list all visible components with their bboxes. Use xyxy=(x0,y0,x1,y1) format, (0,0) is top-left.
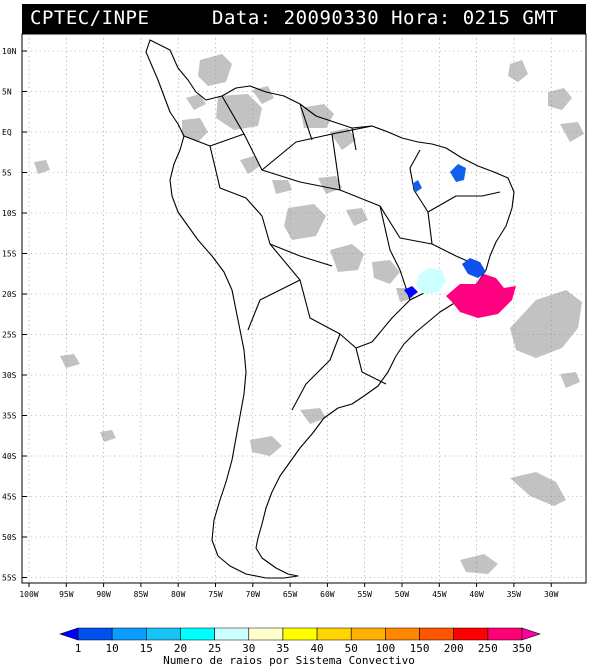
colorbar-label: 10 xyxy=(106,642,119,655)
colorbar-swatch xyxy=(385,627,420,641)
colorbar-swatch xyxy=(111,627,147,641)
colorbar-label: 350 xyxy=(512,642,532,655)
lat-tick-label: 15S xyxy=(2,250,17,259)
lon-tick-label: 40W xyxy=(469,590,484,599)
colorbar-label: 15 xyxy=(140,642,153,655)
lon-tick-label: 55W xyxy=(357,590,372,599)
lon-tick-label: 65W xyxy=(283,590,298,599)
lat-tick-label: 25S xyxy=(2,331,17,340)
storm-cluster-blue-b xyxy=(462,258,486,278)
colorbar-swatch xyxy=(59,627,79,641)
lat-tick-label: EQ xyxy=(2,128,12,137)
colorbar-title: Numero de raios por Sistema Convectivo xyxy=(163,654,415,667)
colorbar-swatch xyxy=(487,627,523,641)
colorbar-label: 30 xyxy=(242,642,255,655)
lat-tick-label: 30S xyxy=(2,371,17,380)
colorbar-label: 1 xyxy=(75,642,82,655)
lon-tick-label: 85W xyxy=(134,590,149,599)
lon-tick-label: 45W xyxy=(432,590,447,599)
colorbar-label: 35 xyxy=(276,642,289,655)
lon-tick-label: 80W xyxy=(171,590,186,599)
colorbar-label: 150 xyxy=(410,642,430,655)
storm-cluster-magenta xyxy=(446,274,516,318)
longitude-labels: 100W 95W 90W 85W 80W 75W 70W 65W 60W 55W 50W 45W 40W… xyxy=(19,583,559,599)
lat-tick-label: 5S xyxy=(2,169,12,178)
storm-cluster-blue-a xyxy=(404,286,418,298)
convective-systems xyxy=(404,164,516,318)
latitude-labels: 10N 5N EQ 5S 10S 15S 20S 25S 30S 35S 40S 45S 50S 55S xyxy=(2,47,27,583)
colorbar-label: 20 xyxy=(174,642,187,655)
colorbar-swatch xyxy=(453,627,489,641)
colorbar-swatch xyxy=(248,627,284,641)
lat-tick-label: 45S xyxy=(2,493,17,502)
lon-tick-label: 60W xyxy=(320,590,335,599)
colorbar-swatch xyxy=(180,627,215,641)
datetime-label: Data: 20090330 Hora: 0215 GMT xyxy=(212,7,559,29)
lon-tick-label: 100W xyxy=(19,590,38,599)
colorbar-swatch xyxy=(282,627,318,641)
lat-tick-label: 10N xyxy=(2,47,17,56)
colorbar-swatch xyxy=(350,627,386,641)
lat-tick-label: 40S xyxy=(2,452,17,461)
colorbar-label: 200 xyxy=(444,642,464,655)
lon-tick-label: 50W xyxy=(395,590,410,599)
title-bar: CPTEC/INPE Data: 20090330 Hora: 0215 GMT xyxy=(22,4,586,34)
lat-tick-label: 55S xyxy=(2,574,17,583)
colorbar-swatch xyxy=(77,627,113,641)
lat-tick-label: 20S xyxy=(2,290,17,299)
colorbar: 1 10 15 20 25 30 35 40 50 100 150 200 250 350 xyxy=(59,627,541,655)
colorbar-label: 40 xyxy=(310,642,323,655)
lon-tick-label: 95W xyxy=(59,590,74,599)
lon-tick-label: 90W xyxy=(96,590,111,599)
storm-cluster-blue-d xyxy=(412,180,422,192)
lon-tick-label: 70W xyxy=(246,590,261,599)
lat-tick-label: 50S xyxy=(2,533,17,542)
colorbar-swatch xyxy=(146,627,181,641)
colorbar-label: 100 xyxy=(375,642,395,655)
colorbar-swatch xyxy=(316,627,352,641)
storm-cluster-light xyxy=(416,268,446,294)
colorbar-label: 25 xyxy=(208,642,221,655)
colorbar-swatch xyxy=(214,627,250,641)
lon-tick-label: 35W xyxy=(507,590,522,599)
colorbar-swatch xyxy=(521,627,541,641)
lon-tick-label: 75W xyxy=(208,590,223,599)
lat-tick-label: 5N xyxy=(2,88,12,97)
lat-tick-label: 10S xyxy=(2,209,17,218)
agency-label: CPTEC/INPE xyxy=(30,7,150,29)
storm-cluster-blue-c xyxy=(450,164,466,182)
lon-tick-label: 30W xyxy=(544,590,559,599)
colorbar-label: 50 xyxy=(345,642,358,655)
lat-tick-label: 35S xyxy=(2,412,17,421)
continent-outline xyxy=(145,39,515,579)
colorbar-label: 250 xyxy=(478,642,498,655)
colorbar-swatch xyxy=(419,627,454,641)
